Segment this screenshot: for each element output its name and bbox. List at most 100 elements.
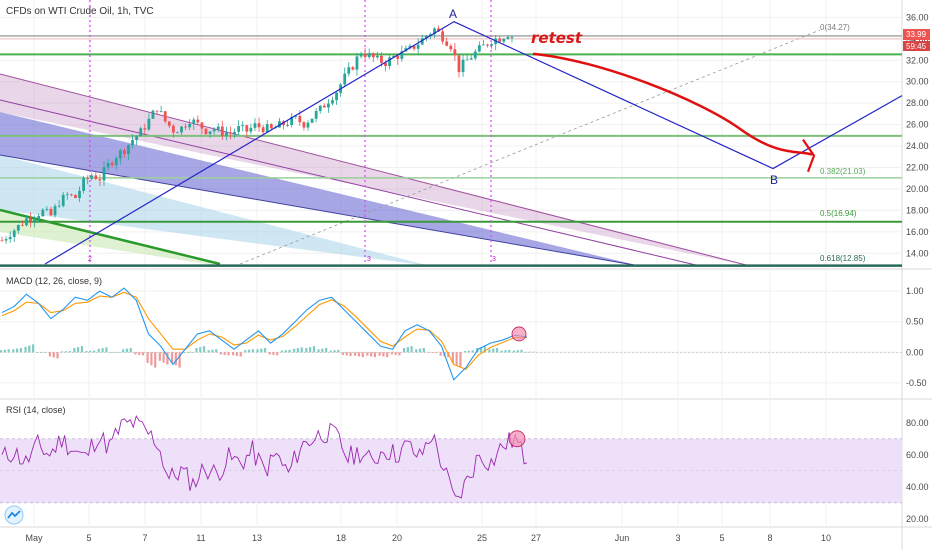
candle-body: [461, 59, 465, 73]
candle-body: [229, 132, 232, 134]
candle-body: [237, 126, 241, 132]
candle-body: [147, 118, 151, 130]
macd-histogram-bar: [463, 350, 467, 353]
candle-body: [457, 55, 461, 73]
macd-histogram-bar: [105, 347, 108, 353]
macd-histogram-bar: [492, 348, 495, 353]
macd-histogram-bar: [479, 347, 483, 353]
macd-histogram-bar: [93, 350, 96, 353]
y-tick-label: 26.00: [906, 120, 929, 130]
support-resistance-lines: [0, 35, 902, 267]
macd-histogram-bar: [309, 347, 312, 353]
candle-body: [167, 121, 171, 126]
macd-histogram-bar: [85, 350, 88, 353]
macd-histogram-bar: [467, 350, 470, 353]
candle-body: [114, 158, 118, 166]
x-tick-label: 3: [675, 533, 680, 543]
candle-body: [343, 73, 347, 85]
macd-histogram-bar: [300, 347, 303, 353]
macd-histogram-bar: [202, 346, 206, 353]
macd-histogram-bar: [231, 352, 235, 356]
macd-histogram-bar: [190, 352, 193, 353]
macd-histogram-bar: [138, 352, 141, 355]
rsi-series: [0, 415, 902, 504]
macd-histogram-bar: [508, 349, 511, 353]
candle-body: [212, 129, 216, 132]
y-tick-label: 16.00: [906, 227, 929, 237]
macd-histogram-bar: [305, 348, 308, 353]
candle-body: [265, 124, 269, 133]
rsi-tick-label: 60.00: [906, 450, 929, 460]
countdown-tag: [903, 41, 930, 51]
candle-body: [74, 194, 77, 198]
candle-body: [123, 150, 126, 155]
macd-histogram-bar: [341, 352, 345, 355]
candle-body: [490, 44, 493, 46]
macd-histogram-bar: [80, 346, 84, 353]
channel-lightblue: [0, 155, 430, 266]
candle-body: [155, 110, 159, 112]
x-tick-label: 11: [196, 533, 205, 543]
macd-histogram-bar: [183, 352, 186, 353]
trend-dotted: [239, 29, 821, 265]
macd-histogram-bar: [325, 348, 328, 353]
macd-histogram-bar: [406, 347, 409, 353]
tradingview-logo[interactable]: [4, 505, 24, 525]
macd-histogram-bar: [500, 350, 503, 353]
macd-histogram-bar: [170, 352, 174, 363]
macd-histogram-bar: [141, 352, 145, 356]
candle-body: [163, 111, 167, 122]
macd-histogram-bar: [129, 348, 132, 353]
candle-body: [98, 179, 102, 181]
x-tick-label: 5: [719, 533, 724, 543]
macd-histogram-bar: [378, 352, 381, 356]
candle-body: [261, 127, 265, 133]
candle-body: [21, 224, 24, 226]
macd-histogram-bar: [166, 352, 169, 365]
candle-body: [86, 178, 90, 179]
macd-histogram-bar: [390, 352, 393, 355]
candle-body: [12, 230, 16, 237]
macd-histogram-bar: [382, 352, 385, 357]
candle-body: [135, 136, 139, 141]
wave-a-label: A: [449, 7, 457, 21]
macd-histogram-bar: [73, 348, 76, 353]
macd-highlight-circle: [511, 326, 527, 342]
candle-body: [180, 126, 183, 133]
projection-arrowhead: [802, 138, 816, 173]
macd-histogram-bar: [422, 348, 425, 353]
candle-body: [318, 105, 322, 112]
macd-histogram-bar: [439, 352, 442, 356]
macd-histogram-bar: [61, 351, 64, 353]
macd-histogram-bar: [394, 352, 397, 355]
candle-body: [384, 62, 387, 67]
candle-body: [294, 116, 298, 117]
countdown-value: 59:45: [906, 42, 927, 51]
macd-pane[interactable]: [0, 270, 902, 398]
candle-body: [412, 45, 416, 49]
macd-histogram-bar: [272, 352, 275, 355]
retest-annotation: retest: [531, 29, 583, 47]
candle-body: [245, 125, 249, 132]
candle-body: [416, 44, 420, 49]
y-tick-label: 14.00: [906, 248, 929, 258]
macd-histogram-bar: [211, 349, 214, 353]
macd-histogram-bar: [162, 352, 165, 363]
wave-projection: [44, 20, 903, 265]
candle-body: [171, 125, 175, 133]
cycle-mark-label: 3: [492, 256, 496, 263]
candle-body: [184, 126, 187, 128]
macd-title: MACD (12, 26, close, 9): [6, 276, 102, 286]
channel-edge: [0, 73, 751, 267]
macd-histogram-bar: [251, 349, 254, 353]
candle-body: [408, 45, 412, 49]
x-tick-label: 18: [336, 533, 346, 543]
macd-histogram-bar: [333, 350, 336, 353]
macd-histogram-bar: [239, 352, 242, 357]
y-tick-label: 30.00: [906, 77, 929, 87]
candle-body: [327, 103, 330, 108]
candle-body: [45, 208, 49, 210]
rsi-tick-label: 20.00: [906, 514, 929, 524]
candle-body: [363, 53, 367, 58]
